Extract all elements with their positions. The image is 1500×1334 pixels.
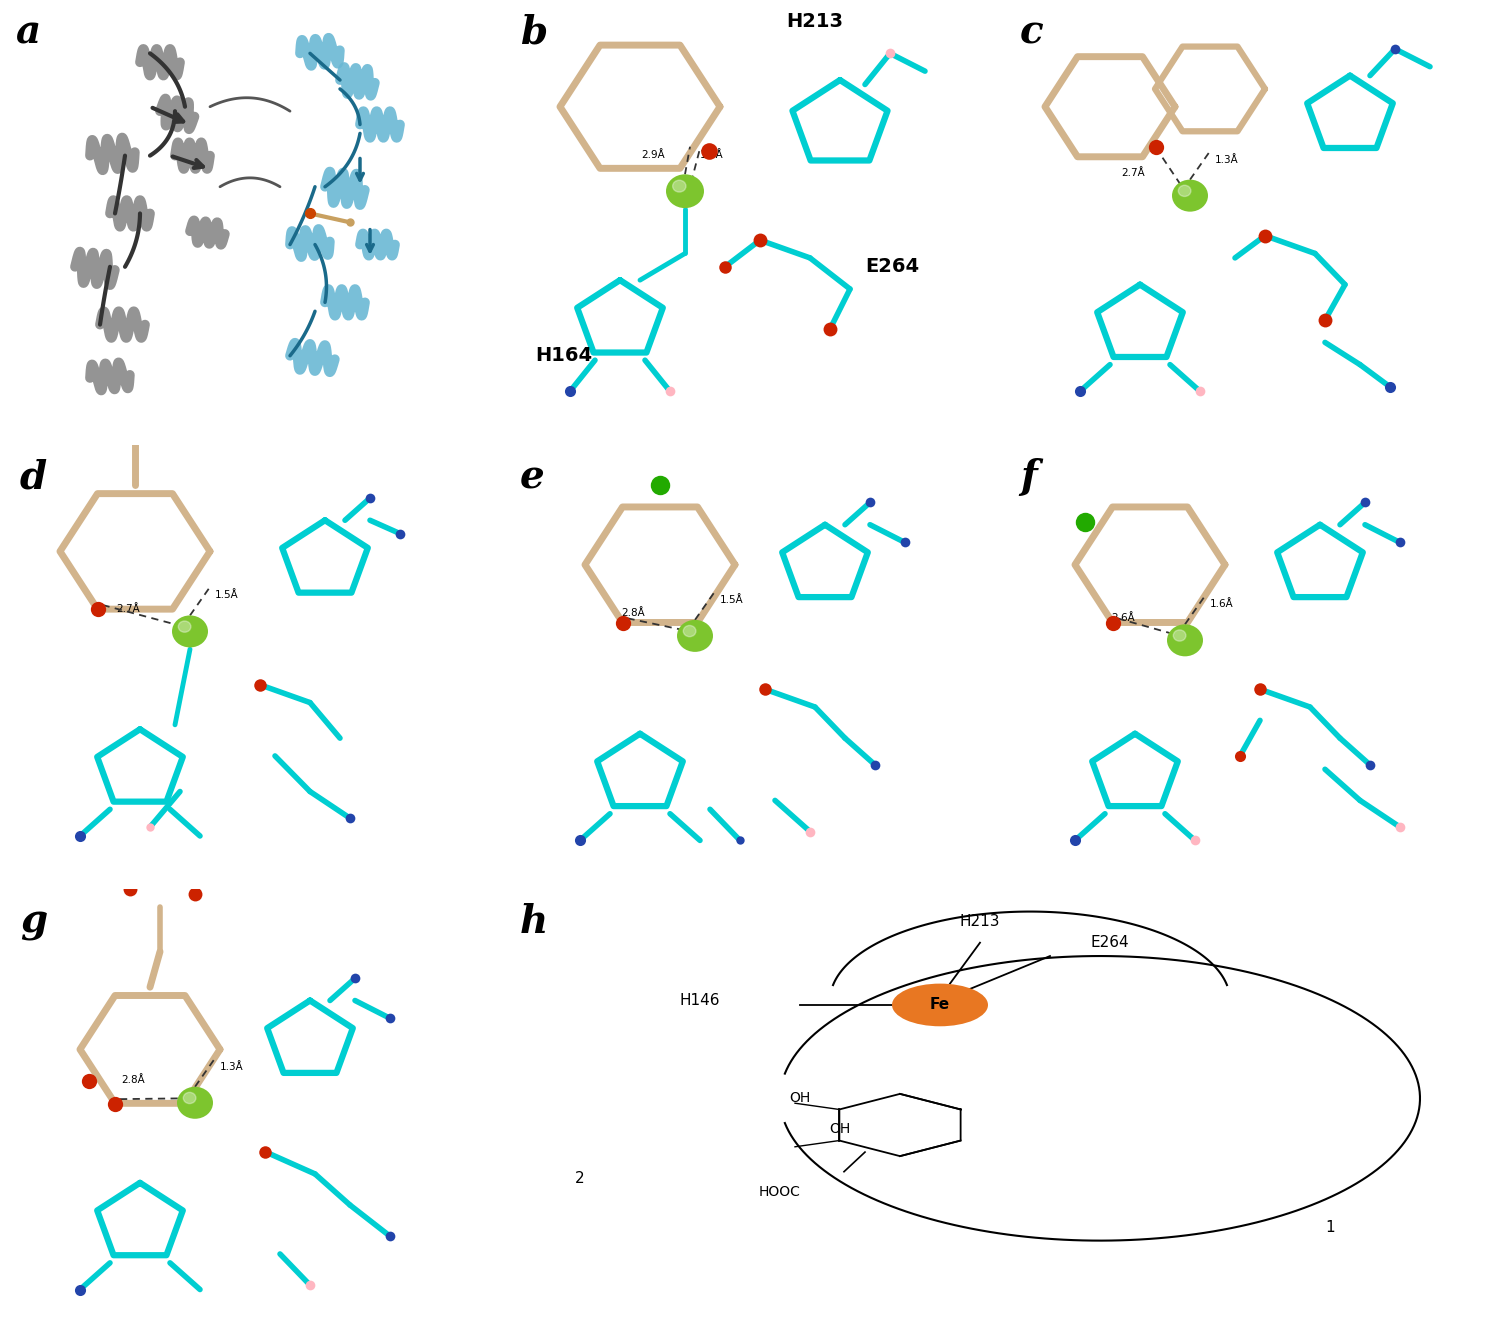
Text: 1.3Å: 1.3Å — [220, 1062, 243, 1071]
Circle shape — [676, 620, 712, 652]
Circle shape — [1167, 624, 1203, 656]
Text: c: c — [1020, 13, 1044, 51]
Circle shape — [172, 615, 208, 647]
Circle shape — [684, 626, 696, 636]
Text: E264: E264 — [865, 257, 919, 276]
Circle shape — [183, 1093, 196, 1103]
Text: h: h — [520, 903, 549, 940]
Text: g: g — [20, 903, 46, 940]
Text: 2.8Å: 2.8Å — [621, 608, 645, 618]
Text: 2.7Å: 2.7Å — [1122, 168, 1144, 177]
Text: 2.6Å: 2.6Å — [1112, 612, 1136, 623]
Text: 1.6Å: 1.6Å — [1210, 599, 1233, 610]
Text: OH: OH — [830, 1122, 850, 1137]
Text: 1.3Å: 1.3Å — [700, 151, 723, 160]
Text: 2.9Å: 2.9Å — [642, 151, 664, 160]
Text: H164: H164 — [536, 347, 592, 366]
Circle shape — [666, 175, 704, 208]
Text: OH: OH — [789, 1091, 810, 1106]
Text: H146: H146 — [680, 992, 720, 1009]
Text: 2.8Å: 2.8Å — [122, 1075, 146, 1085]
Text: 2.7Å: 2.7Å — [117, 604, 140, 614]
Circle shape — [1179, 185, 1191, 196]
Text: 2: 2 — [574, 1171, 585, 1186]
Text: H213: H213 — [960, 914, 1000, 930]
Text: H213: H213 — [786, 12, 843, 31]
Circle shape — [178, 622, 190, 632]
Text: d: d — [20, 458, 46, 496]
Text: e: e — [520, 458, 544, 496]
Text: 1.3Å: 1.3Å — [1215, 155, 1239, 164]
Text: Fe: Fe — [930, 998, 950, 1013]
Text: E264: E264 — [1090, 935, 1128, 950]
Text: f: f — [1020, 458, 1036, 496]
Circle shape — [1173, 630, 1186, 642]
Circle shape — [892, 983, 989, 1026]
Text: 1: 1 — [1324, 1219, 1335, 1235]
Circle shape — [672, 180, 686, 192]
Circle shape — [1172, 180, 1208, 212]
Circle shape — [177, 1087, 213, 1119]
Text: a: a — [15, 13, 40, 51]
Text: HOOC: HOOC — [759, 1185, 801, 1199]
Text: 1.5Å: 1.5Å — [214, 591, 238, 600]
Text: 1.5Å: 1.5Å — [720, 595, 744, 604]
Text: b: b — [520, 13, 548, 51]
